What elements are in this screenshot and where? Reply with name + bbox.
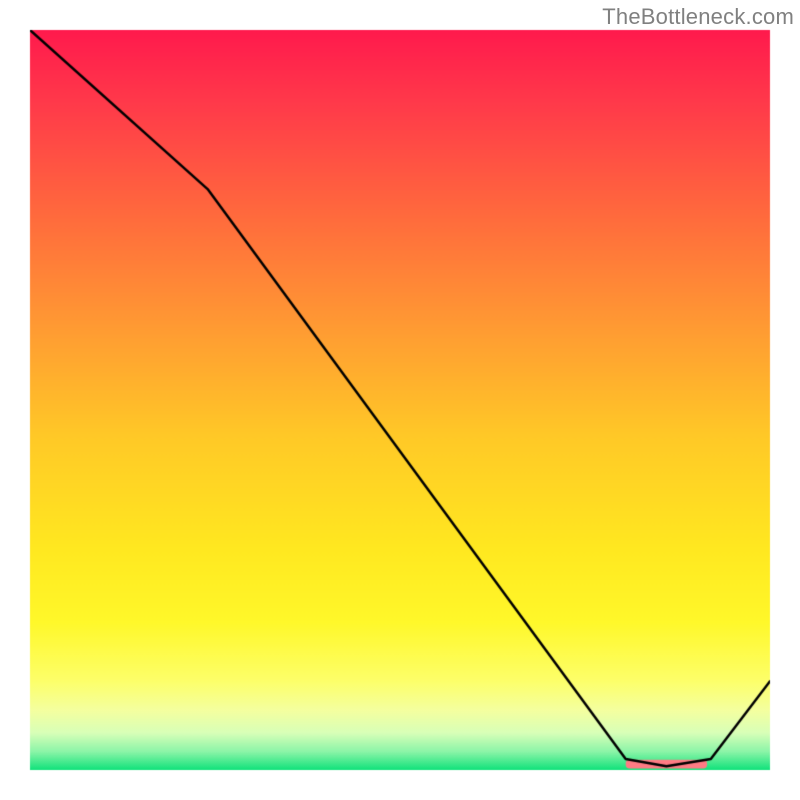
watermark-text: TheBottleneck.com [602, 4, 794, 30]
chart-container: TheBottleneck.com [0, 0, 800, 800]
bottleneck-chart [0, 0, 800, 800]
